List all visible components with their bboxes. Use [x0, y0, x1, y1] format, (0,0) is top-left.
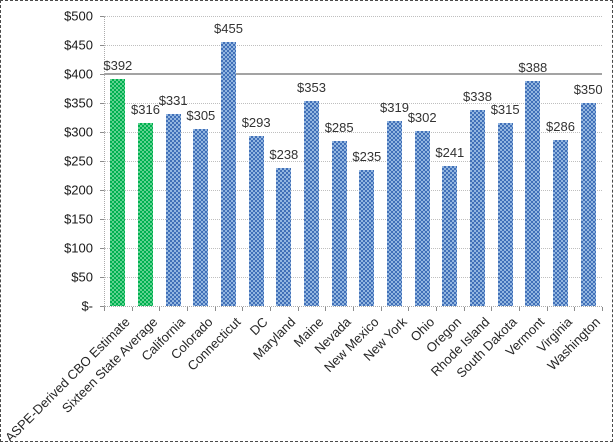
y-axis-tick-label: $50 — [71, 269, 93, 285]
bar — [221, 42, 236, 306]
y-axis-tick-label: $300 — [64, 124, 93, 140]
y-axis-tick-label: $150 — [64, 211, 93, 227]
bar-value-label: $316 — [131, 101, 160, 117]
y-gridline — [104, 248, 602, 249]
y-axis-tick — [100, 45, 104, 46]
bar-value-label: $285 — [324, 119, 354, 135]
bar-value-label: $388 — [518, 59, 548, 75]
bar — [248, 136, 264, 306]
y-axis-tick — [100, 16, 104, 17]
x-axis-tick — [353, 307, 354, 311]
y-gridline — [104, 103, 602, 104]
y-axis-tick-label: $500 — [64, 8, 93, 24]
y-axis-tick — [100, 190, 104, 191]
y-axis-tick — [100, 161, 104, 162]
y-axis-tick — [100, 132, 104, 133]
x-axis-tick — [408, 307, 410, 311]
y-gridline — [104, 219, 602, 220]
x-axis-tick — [104, 307, 105, 311]
bar-value-label: $302 — [407, 109, 437, 125]
y-axis-tick-label: $350 — [64, 95, 93, 111]
bar — [387, 120, 402, 306]
bar-value-label: $455 — [214, 21, 243, 37]
bar — [497, 123, 513, 306]
x-axis-tick — [546, 307, 548, 311]
x-axis-tick — [242, 307, 244, 311]
bar-value-label: $286 — [546, 119, 575, 135]
bar — [414, 130, 430, 306]
bar-value-label: $392 — [103, 57, 133, 73]
x-axis-line — [104, 306, 602, 307]
bar-value-label: $338 — [463, 88, 492, 104]
y-gridline — [104, 132, 602, 133]
bar-value-label: $319 — [380, 99, 409, 115]
x-axis-tick — [297, 307, 299, 311]
x-axis-tick — [159, 307, 161, 311]
bar — [165, 114, 181, 306]
bar — [359, 169, 375, 306]
bar-value-label: $350 — [573, 82, 603, 97]
y-axis-tick — [100, 74, 104, 75]
y-axis-tick — [100, 219, 104, 220]
bar — [525, 80, 541, 306]
y-axis-tick — [100, 103, 104, 104]
bar-value-label: $238 — [269, 146, 299, 162]
x-axis-tick — [463, 307, 465, 311]
y-axis-tick-label: $400 — [64, 66, 93, 82]
y-axis-line — [104, 16, 105, 306]
bar — [580, 103, 596, 306]
bar — [331, 140, 347, 306]
y-axis-tick — [100, 306, 104, 307]
bar-value-label: $305 — [186, 108, 216, 124]
y-gridline — [104, 73, 602, 75]
y-gridline — [104, 45, 602, 46]
y-axis-tick — [100, 248, 104, 249]
bar-value-label: $241 — [435, 145, 465, 161]
bar — [442, 166, 458, 306]
x-axis-tick — [436, 307, 437, 311]
bar-value-label: $315 — [490, 102, 520, 118]
x-axis-tick — [131, 307, 133, 311]
x-axis-tick — [519, 307, 520, 311]
x-axis-tick — [491, 307, 493, 311]
x-category-label: ASPE-Derived CBO Estimate — [2, 314, 133, 442]
y-gridline — [104, 190, 602, 191]
bar-value-label: $331 — [158, 93, 188, 109]
y-axis-tick-label: $200 — [64, 182, 93, 198]
y-axis-tick-label: $- — [81, 298, 93, 314]
bar — [110, 78, 126, 306]
y-gridline — [104, 16, 602, 17]
x-axis-tick — [380, 307, 382, 311]
bar-value-label: $293 — [241, 115, 271, 131]
y-axis-tick-label: $250 — [64, 153, 93, 169]
bar — [304, 101, 319, 306]
x-axis-tick — [187, 307, 188, 311]
bar — [553, 140, 568, 306]
bar-value-label: $235 — [352, 148, 382, 164]
bar — [138, 122, 153, 306]
y-axis-tick-label: $450 — [64, 37, 93, 53]
x-axis-tick — [214, 307, 216, 311]
x-axis-tick — [270, 307, 271, 311]
y-axis-tick-label: $100 — [64, 240, 93, 256]
y-gridline — [104, 161, 602, 162]
y-gridline — [104, 277, 602, 278]
x-axis-tick — [574, 307, 576, 311]
x-axis-tick — [602, 307, 603, 311]
x-axis-tick — [325, 307, 327, 311]
bar — [193, 129, 209, 306]
bar-value-label: $353 — [297, 80, 326, 96]
bar — [470, 109, 485, 306]
bar — [276, 167, 292, 306]
y-axis-tick — [100, 277, 104, 278]
